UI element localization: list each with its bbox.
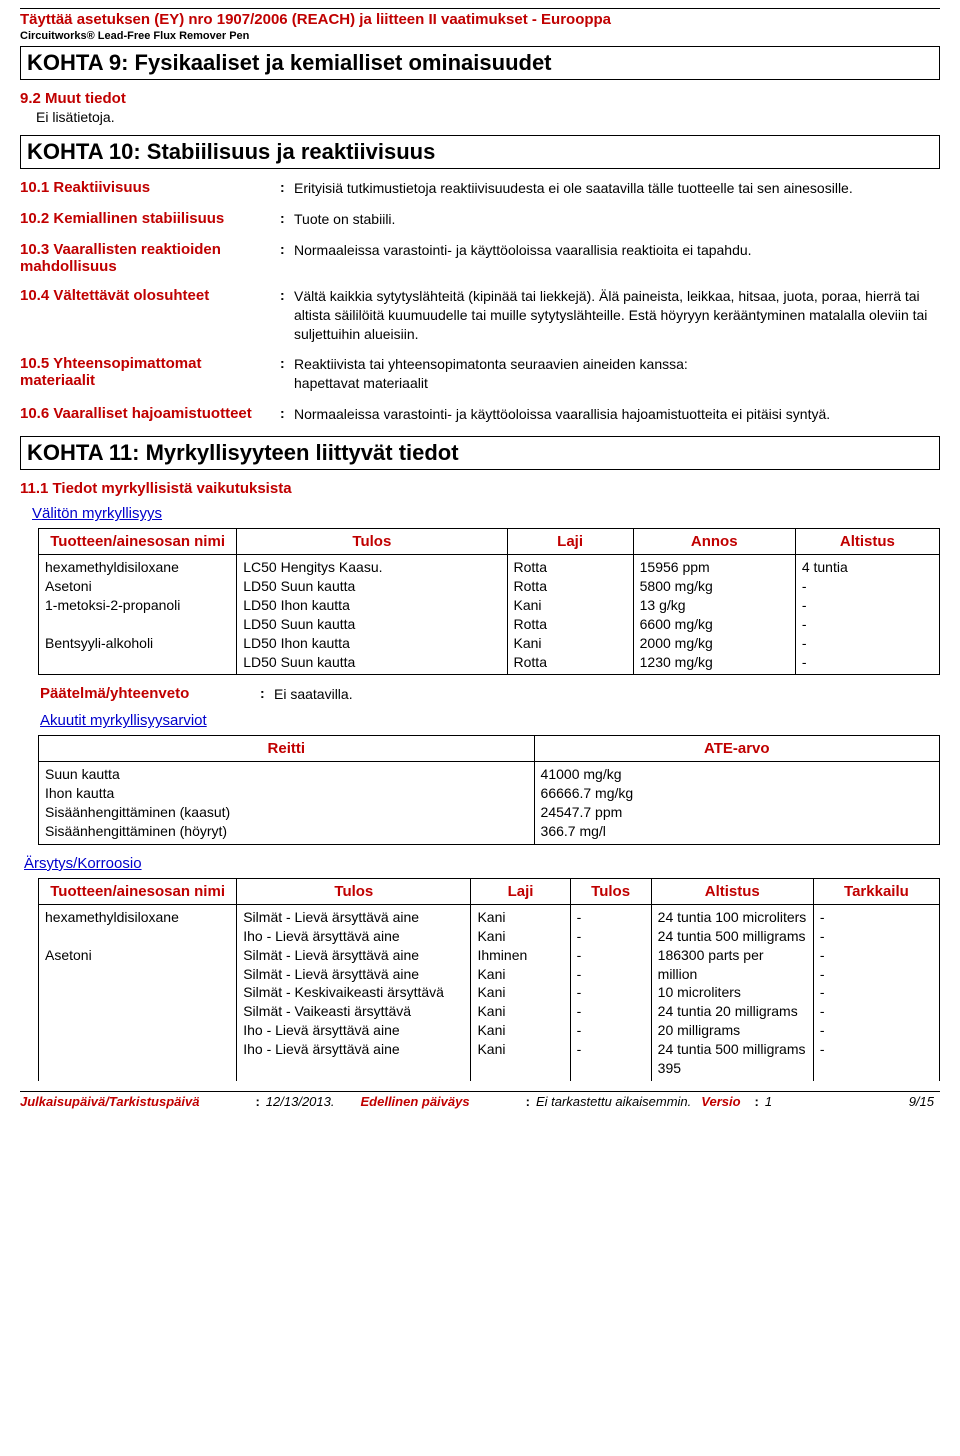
- table-cell: 4 tuntia-----: [795, 555, 939, 675]
- ate-table: ReittiATE-arvo Suun kauttaIhon kauttaSis…: [38, 735, 940, 845]
- value-10-5: Reaktiivista tai yhteensopimatonta seura…: [294, 355, 940, 393]
- table-cell: --------: [813, 904, 939, 1081]
- label-10-4: 10.4 Vältettävät olosuhteet: [20, 287, 280, 304]
- irritation-table: Tuotteen/ainesosan nimiTulosLajiTulosAlt…: [38, 878, 940, 1081]
- section-10-title: KOHTA 10: Stabiilisuus ja reaktiivisuus: [27, 139, 933, 165]
- header-product: Circuitworks® Lead-Free Flux Remover Pen: [20, 30, 940, 42]
- footer-prev-value: Ei tarkastettu aikaisemmin.: [536, 1094, 691, 1109]
- acute-tox-heading: Välitön myrkyllisyys: [32, 505, 940, 522]
- value-10-6: Normaaleissa varastointi- ja käyttöolois…: [294, 405, 940, 424]
- row-10-2: 10.2 Kemiallinen stabiilisuus : Tuote on…: [20, 210, 940, 229]
- value-10-1: Erityisiä tutkimustietoja reaktiivisuude…: [294, 179, 940, 198]
- table-header: Tuotteen/ainesosan nimi: [39, 878, 237, 904]
- footer-pub-label: Julkaisupäivä/Tarkistuspäivä: [20, 1094, 199, 1109]
- footer-ver-value: 1: [765, 1094, 772, 1109]
- page-footer: Julkaisupäivä/Tarkistuspäivä : 12/13/201…: [20, 1091, 940, 1109]
- table-cell: Silmät - Lievä ärsyttävä aineIho - Lievä…: [237, 904, 471, 1081]
- footer-page: 9/15: [909, 1094, 934, 1109]
- conclusion-row: Päätelmä/yhteenveto : Ei saatavilla.: [40, 685, 940, 704]
- section-11-title: KOHTA 11: Myrkyllisyyteen liittyvät tied…: [27, 440, 933, 466]
- header-regulation: Täyttää asetuksen (EY) nro 1907/2006 (RE…: [20, 11, 940, 28]
- table-cell: 41000 mg/kg66666.7 mg/kg24547.7 ppm366.7…: [534, 762, 939, 845]
- acute-tox-table: Tuotteen/ainesosan nimiTulosLajiAnnosAlt…: [38, 528, 940, 675]
- footer-prev-label: Edellinen päiväys: [360, 1094, 469, 1109]
- table-cell: 15956 ppm5800 mg/kg13 g/kg6600 mg/kg2000…: [633, 555, 795, 675]
- label-10-1: 10.1 Reaktiivisuus: [20, 179, 280, 196]
- label-10-2: 10.2 Kemiallinen stabiilisuus: [20, 210, 280, 227]
- row-10-6: 10.6 Vaaralliset hajoamistuotteet : Norm…: [20, 405, 940, 424]
- conclusion-value: Ei saatavilla.: [274, 685, 940, 704]
- table-header: Altistus: [651, 878, 813, 904]
- section-10-box: KOHTA 10: Stabiilisuus ja reaktiivisuus: [20, 135, 940, 169]
- row-10-1: 10.1 Reaktiivisuus : Erityisiä tutkimust…: [20, 179, 940, 198]
- table-cell: RottaRottaKaniRottaKaniRotta: [507, 555, 633, 675]
- table-cell: 24 tuntia 100 microliters24 tuntia 500 m…: [651, 904, 813, 1081]
- section-11-1-heading: 11.1 Tiedot myrkyllisistä vaikutuksista: [20, 480, 940, 497]
- value-10-2: Tuote on stabiili.: [294, 210, 940, 229]
- value-10-3: Normaaleissa varastointi- ja käyttöolois…: [294, 241, 940, 260]
- table-header: ATE-arvo: [534, 736, 939, 762]
- table-header: Tulos: [237, 878, 471, 904]
- table-header: Altistus: [795, 529, 939, 555]
- table-header: Tulos: [237, 529, 507, 555]
- irritation-heading: Ärsytys/Korroosio: [24, 855, 940, 872]
- table-header: Laji: [471, 878, 570, 904]
- footer-ver-label: Versio: [701, 1094, 740, 1109]
- label-10-6: 10.6 Vaaralliset hajoamistuotteet: [20, 405, 280, 422]
- section-9-box: KOHTA 9: Fysikaaliset ja kemialliset omi…: [20, 46, 940, 80]
- ate-heading: Akuutit myrkyllisyysarviot: [40, 712, 940, 729]
- table-cell: --------: [570, 904, 651, 1081]
- table-header: Tulos: [570, 878, 651, 904]
- row-10-4: 10.4 Vältettävät olosuhteet : Vältä kaik…: [20, 287, 940, 344]
- table-header: Annos: [633, 529, 795, 555]
- table-cell: LC50 Hengitys Kaasu.LD50 Suun kauttaLD50…: [237, 555, 507, 675]
- footer-pub-value: 12/13/2013.: [266, 1094, 335, 1109]
- label-10-3: 10.3 Vaarallisten reaktioiden mahdollisu…: [20, 241, 280, 275]
- table-header: Tarkkailu: [813, 878, 939, 904]
- value-10-4: Vältä kaikkia sytytyslähteitä (kipinää t…: [294, 287, 940, 344]
- table-header: Laji: [507, 529, 633, 555]
- section-11-box: KOHTA 11: Myrkyllisyyteen liittyvät tied…: [20, 436, 940, 470]
- conclusion-label: Päätelmä/yhteenveto: [40, 685, 260, 702]
- table-cell: KaniKaniIhminenKaniKaniKaniKaniKani: [471, 904, 570, 1081]
- table-cell: hexamethyldisiloxane Asetoni: [39, 904, 237, 1081]
- section-9-title: KOHTA 9: Fysikaaliset ja kemialliset omi…: [27, 50, 933, 76]
- row-10-3: 10.3 Vaarallisten reaktioiden mahdollisu…: [20, 241, 940, 275]
- table-header: Tuotteen/ainesosan nimi: [39, 529, 237, 555]
- table-cell: hexamethyldisiloxaneAsetoni1-metoksi-2-p…: [39, 555, 237, 675]
- label-10-5: 10.5 Yhteensopimattomat materiaalit: [20, 355, 280, 389]
- row-10-5: 10.5 Yhteensopimattomat materiaalit : Re…: [20, 355, 940, 393]
- section-9-2-heading: 9.2 Muut tiedot: [20, 90, 940, 107]
- section-9-2-body: Ei lisätietoja.: [36, 109, 940, 125]
- table-cell: Suun kauttaIhon kauttaSisäänhengittämine…: [39, 762, 535, 845]
- table-header: Reitti: [39, 736, 535, 762]
